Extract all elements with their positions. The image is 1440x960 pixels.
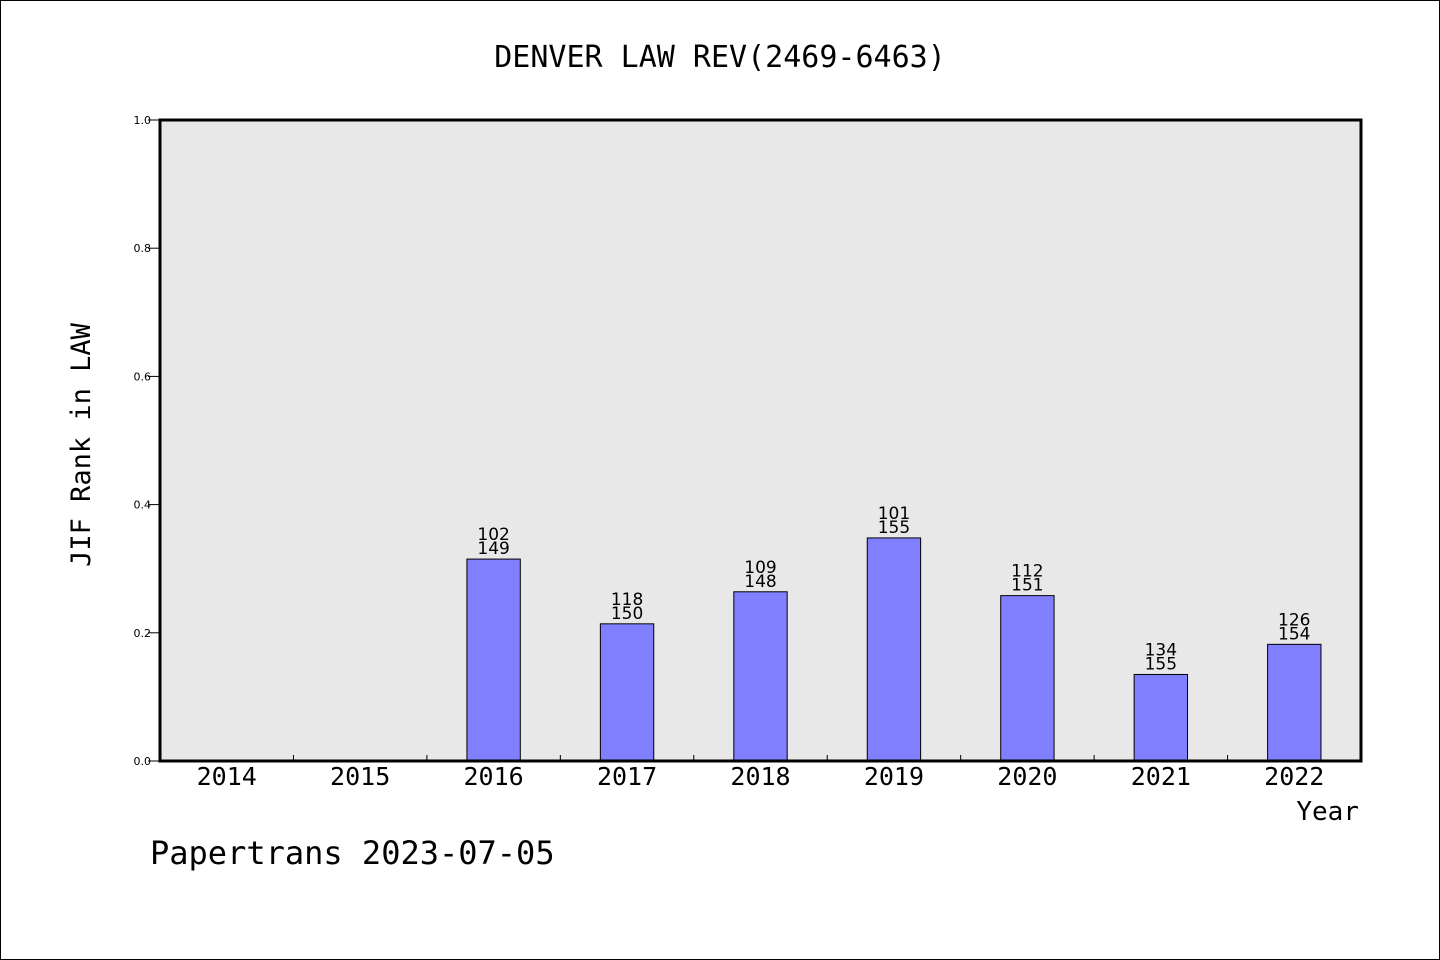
bar-total-label: 148 — [744, 572, 776, 592]
bar-total-label: 154 — [1278, 624, 1310, 644]
bar — [1000, 595, 1055, 762]
y-tick-label: 0.0 — [134, 755, 152, 768]
y-tick-label: 1.0 — [134, 114, 152, 127]
bar-rank-label: 101 — [878, 504, 910, 524]
x-tick-label: 2022 — [1264, 762, 1324, 791]
x-axis: 2014 2015 2016 2017 2018 2019 2020 2021 2022 — [197, 755, 1324, 791]
bar-total-label: 155 — [1145, 654, 1177, 674]
bar-rank-label: 118 — [611, 590, 643, 610]
bar-rank-label: 112 — [1011, 562, 1043, 582]
bars — [466, 537, 1322, 762]
chart-title: DENVER LAW REV(2469-6463) — [494, 40, 946, 75]
footer-credit: Papertrans 2023-07-05 — [150, 834, 555, 872]
y-axis-label: JIF Rank in LAW — [66, 322, 97, 567]
bar-total-label: 149 — [477, 539, 509, 559]
bar-rank-label: 126 — [1278, 610, 1310, 630]
bar-total-label: 151 — [1011, 576, 1043, 596]
x-tick-label: 2018 — [730, 762, 790, 791]
x-axis-label: Year — [1296, 797, 1359, 827]
bar — [466, 558, 521, 762]
x-tick-label: 2021 — [1131, 762, 1191, 791]
x-tick-label: 2015 — [330, 762, 390, 791]
bar-rank-label: 134 — [1145, 640, 1177, 660]
bar — [599, 623, 655, 762]
bar-labels: 1021491181501091481011551121511341551261… — [477, 504, 1310, 675]
plot-border — [158, 118, 1363, 763]
bar — [1267, 643, 1322, 762]
bar — [866, 537, 922, 762]
bar — [733, 591, 788, 762]
bar-rank-label: 109 — [744, 558, 776, 578]
y-tick-label: 0.4 — [134, 499, 152, 512]
x-tick-label: 2016 — [464, 762, 524, 791]
x-tick-label: 2014 — [197, 762, 257, 791]
y-axis: 0.0 0.2 0.4 0.6 0.8 1.0 — [134, 114, 160, 768]
bar-total-label: 150 — [611, 604, 643, 624]
x-tick-label: 2020 — [997, 762, 1057, 791]
x-tick-label: 2019 — [864, 762, 924, 791]
x-tick-label: 2017 — [597, 762, 657, 791]
y-tick-label: 0.8 — [134, 242, 152, 255]
y-tick-label: 0.6 — [134, 370, 152, 383]
bar — [1133, 673, 1189, 762]
bar-total-label: 155 — [878, 518, 910, 538]
bar-rank-label: 102 — [477, 525, 509, 545]
y-tick-label: 0.2 — [134, 627, 152, 640]
